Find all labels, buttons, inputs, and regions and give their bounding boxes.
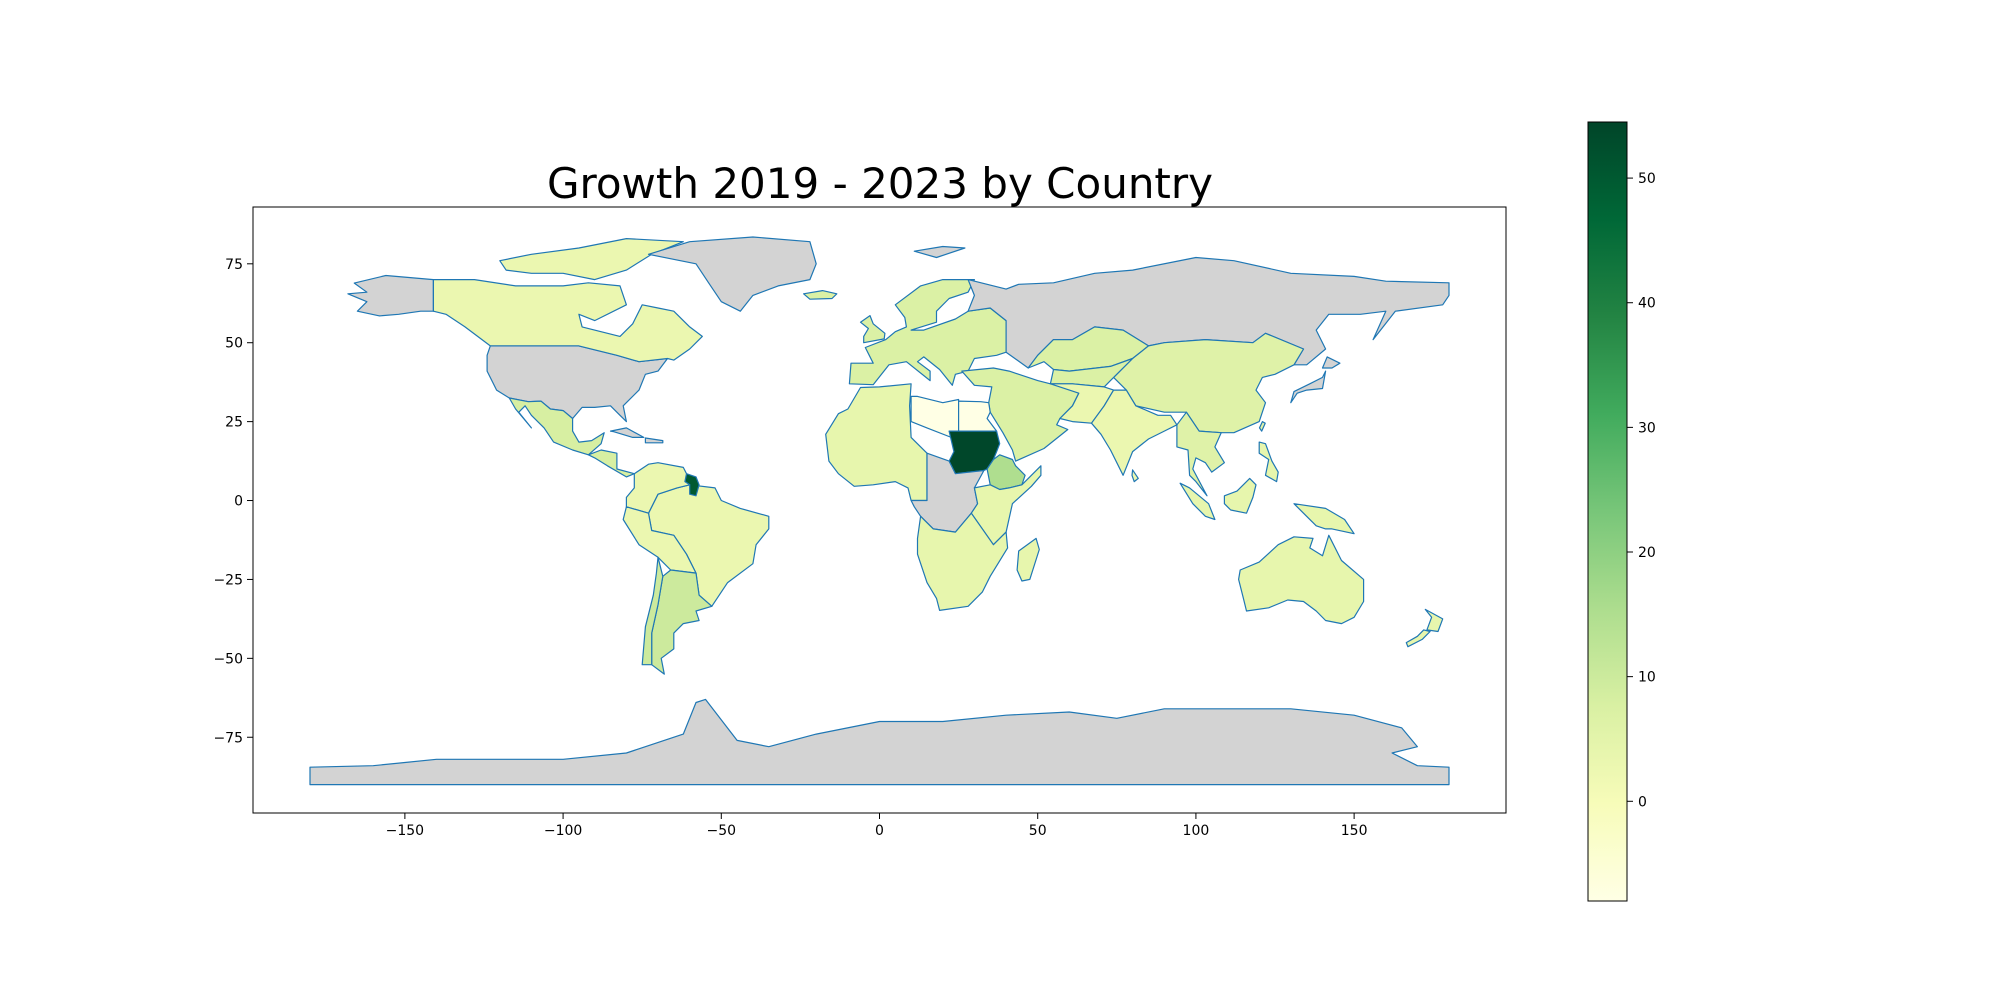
country-mexico [508,397,605,456]
colorbar: 0 10 20 30 40 50 [1587,121,1656,902]
x-tick-label: −150 [386,823,424,839]
x-axis: −150 −100 −50 0 50 100 150 [386,813,1368,839]
country-taiwan [1258,421,1266,432]
country-philippines [1258,441,1279,483]
x-tick-label: 150 [1341,823,1368,839]
country-canadian-islands [499,238,684,281]
colorbar-gradient [1587,121,1628,902]
x-tick-label: 100 [1183,823,1210,839]
country-alaska [347,274,434,317]
countries-layer [309,236,1450,786]
y-tick-label: 0 [234,494,243,510]
y-tick-label: −50 [213,651,243,667]
colorbar-tick-label: 40 [1638,296,1656,312]
x-tick-label: 50 [1029,823,1047,839]
country-southeast-asia [1176,411,1225,497]
country-borneo [1223,477,1257,514]
country-japan-north [1321,356,1341,369]
country-greenland [647,236,817,312]
chart-title: Growth 2019 - 2023 by Country [547,159,1213,208]
country-new-zealand [1424,608,1444,633]
colorbar-tick-label: 10 [1638,670,1656,686]
country-antarctica [309,698,1450,786]
colorbar-tick-label: 0 [1638,794,1647,810]
country-new-zealand-south [1405,629,1431,648]
country-sri-lanka [1131,469,1139,483]
country-china [1113,332,1305,434]
colorbar-tick-label: 50 [1638,171,1656,187]
country-svalbard [913,245,966,259]
y-tick-label: 50 [225,336,243,352]
country-canada [432,279,703,363]
country-northern-south-america [625,462,691,514]
country-europe [848,279,1007,386]
y-tick-label: 75 [225,257,243,273]
x-tick-label: 0 [875,823,884,839]
country-southern-africa [916,512,1009,611]
x-tick-label: −50 [707,823,737,839]
country-new-guinea [1293,503,1355,535]
y-tick-label: −75 [213,730,243,746]
country-japan [1290,370,1327,404]
country-sumatra [1179,482,1216,521]
country-cuba [609,427,645,438]
y-tick-label: 25 [225,415,243,431]
country-madagascar [1016,537,1040,582]
colorbar-tick-label: 30 [1638,420,1656,436]
colorbar-ticks: 0 10 20 30 40 50 [1627,171,1656,810]
country-chile [641,556,664,666]
y-tick-label: −25 [213,572,243,588]
country-australia [1238,534,1365,625]
country-iceland [803,290,838,300]
x-tick-label: −100 [544,823,582,839]
country-hispaniola [644,437,664,444]
y-axis: 75 50 25 0 −25 −50 −75 [213,257,253,746]
colorbar-tick-label: 20 [1638,545,1656,561]
country-united-kingdom [859,315,886,344]
